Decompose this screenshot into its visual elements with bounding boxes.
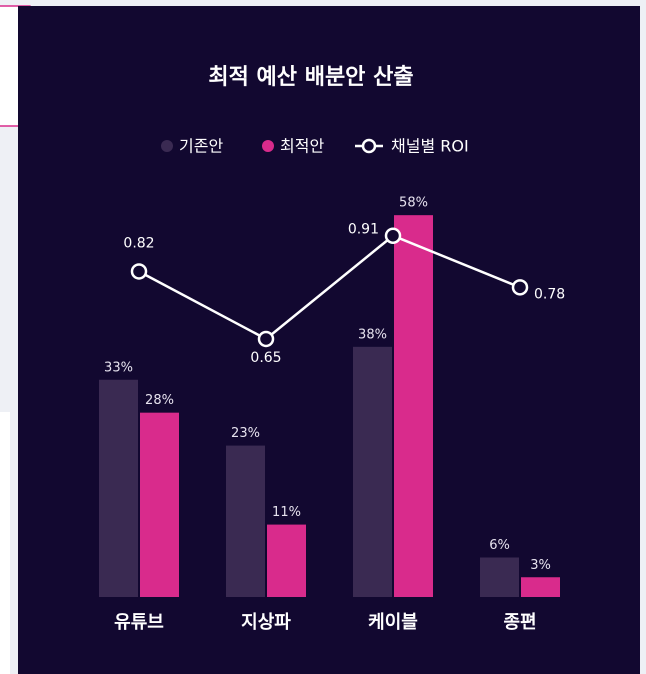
side-panel xyxy=(0,412,10,674)
roi-label: 0.91 xyxy=(348,222,379,238)
bar xyxy=(267,524,306,597)
data-label: 28% xyxy=(145,393,174,408)
legend-marker xyxy=(361,138,377,154)
chart-title: 최적 예산 배분안 산출 xyxy=(208,65,413,90)
data-label: 58% xyxy=(399,196,428,211)
bar xyxy=(394,215,433,597)
legend-label: 기존안 xyxy=(179,137,223,156)
roi-label: 0.65 xyxy=(250,350,281,366)
data-label: 33% xyxy=(104,360,133,375)
legend-marker xyxy=(262,140,274,152)
legend-marker xyxy=(161,140,173,152)
roi-label: 0.82 xyxy=(123,235,154,251)
data-label: 6% xyxy=(489,538,510,553)
x-tick-label: 종편 xyxy=(503,612,536,633)
data-label: 23% xyxy=(231,426,260,441)
data-label: 38% xyxy=(358,327,387,342)
x-tick-label: 유튜브 xyxy=(114,612,164,633)
roi-marker xyxy=(384,227,402,244)
roi-line xyxy=(138,234,521,341)
x-tick-label: 지상파 xyxy=(241,612,291,633)
bar xyxy=(226,445,265,597)
data-label: 11% xyxy=(272,505,301,520)
roi-marker xyxy=(130,263,148,280)
bar xyxy=(140,412,179,597)
data-label: 3% xyxy=(530,558,551,573)
bar xyxy=(480,557,519,597)
roi-marker xyxy=(511,279,529,296)
x-tick-label: 케이블 xyxy=(368,612,418,633)
legend-label: 채널별 ROI xyxy=(391,137,469,156)
legend-label: 최적안 xyxy=(280,137,324,156)
bar xyxy=(521,577,560,597)
roi-label: 0.78 xyxy=(534,286,565,302)
bar xyxy=(353,346,392,597)
bar xyxy=(99,379,138,597)
roi-marker xyxy=(257,330,275,348)
